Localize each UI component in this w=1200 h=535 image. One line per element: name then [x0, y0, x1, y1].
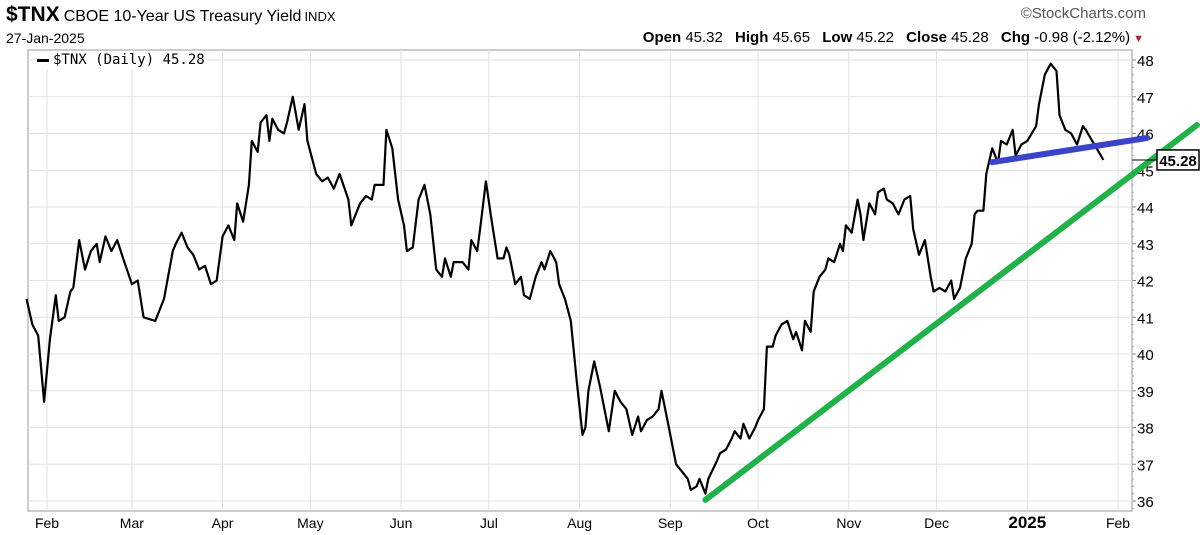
trendline	[702, 122, 1200, 503]
y-tick-label: 44	[1137, 200, 1154, 217]
low-label: Low	[822, 29, 853, 46]
open-label: Open	[642, 29, 682, 46]
x-tick-label: Oct	[747, 515, 769, 531]
exchange: INDX	[304, 9, 336, 24]
x-tick-label: 2025	[1008, 513, 1046, 532]
x-tick-label: Apr	[212, 515, 234, 531]
x-tick-label: Sep	[658, 515, 683, 531]
last-value-box	[1156, 149, 1200, 171]
down-triangle-icon: ▼	[1133, 33, 1144, 45]
open-value: 45.32	[685, 29, 723, 46]
x-tick-label: Dec	[924, 515, 949, 531]
x-tick-label: Mar	[120, 515, 144, 531]
close-value: 45.28	[951, 29, 989, 46]
y-tick-label: 40	[1137, 347, 1154, 364]
price-line	[25, 62, 1105, 495]
high-value: 45.65	[772, 29, 811, 46]
y-tick-label: 39	[1137, 384, 1154, 401]
y-tick-label: 41	[1137, 310, 1154, 327]
chart-date: 27-Jan-2025	[6, 30, 85, 46]
low-value: 45.22	[856, 29, 894, 46]
legend-line-swatch	[37, 58, 49, 62]
ohlc-summary: Open 45.32 High 45.65 Low 45.22 Close 45…	[635, 29, 1144, 48]
trendline	[989, 134, 1151, 166]
x-tick-label: Jun	[390, 515, 413, 531]
y-tick-label: 42	[1137, 274, 1154, 291]
x-tick-label: Feb	[1106, 515, 1130, 531]
y-tick-label: 43	[1137, 237, 1154, 254]
chart-title: $TNX CBOE 10-Year US Treasury Yield INDX	[6, 3, 336, 27]
chg-value: -0.98 (-2.12%)	[1034, 29, 1131, 46]
last-value-label: 45.28	[1159, 153, 1197, 170]
y-tick-label: 36	[1137, 494, 1154, 511]
legend: $TNX (Daily) 45.28	[34, 52, 208, 69]
x-tick-label: May	[297, 515, 323, 531]
legend-label: $TNX (Daily) 45.28	[53, 52, 205, 68]
y-tick-label: 48	[1137, 53, 1154, 70]
copyright: ©StockCharts.com	[1020, 5, 1146, 22]
x-tick-label: Jul	[480, 515, 498, 531]
x-tick-label: Nov	[836, 515, 861, 531]
x-tick-label: Aug	[567, 515, 592, 531]
high-label: High	[735, 29, 769, 46]
y-tick-label: 38	[1137, 421, 1154, 438]
chg-label: Chg	[1000, 29, 1031, 46]
y-tick-label: 37	[1137, 457, 1154, 474]
security-name: CBOE 10-Year US Treasury Yield	[63, 8, 302, 25]
close-label: Close	[906, 29, 947, 46]
symbol: $TNX	[6, 3, 60, 26]
y-tick-label: 47	[1137, 90, 1154, 107]
x-tick-label: Feb	[35, 515, 59, 531]
